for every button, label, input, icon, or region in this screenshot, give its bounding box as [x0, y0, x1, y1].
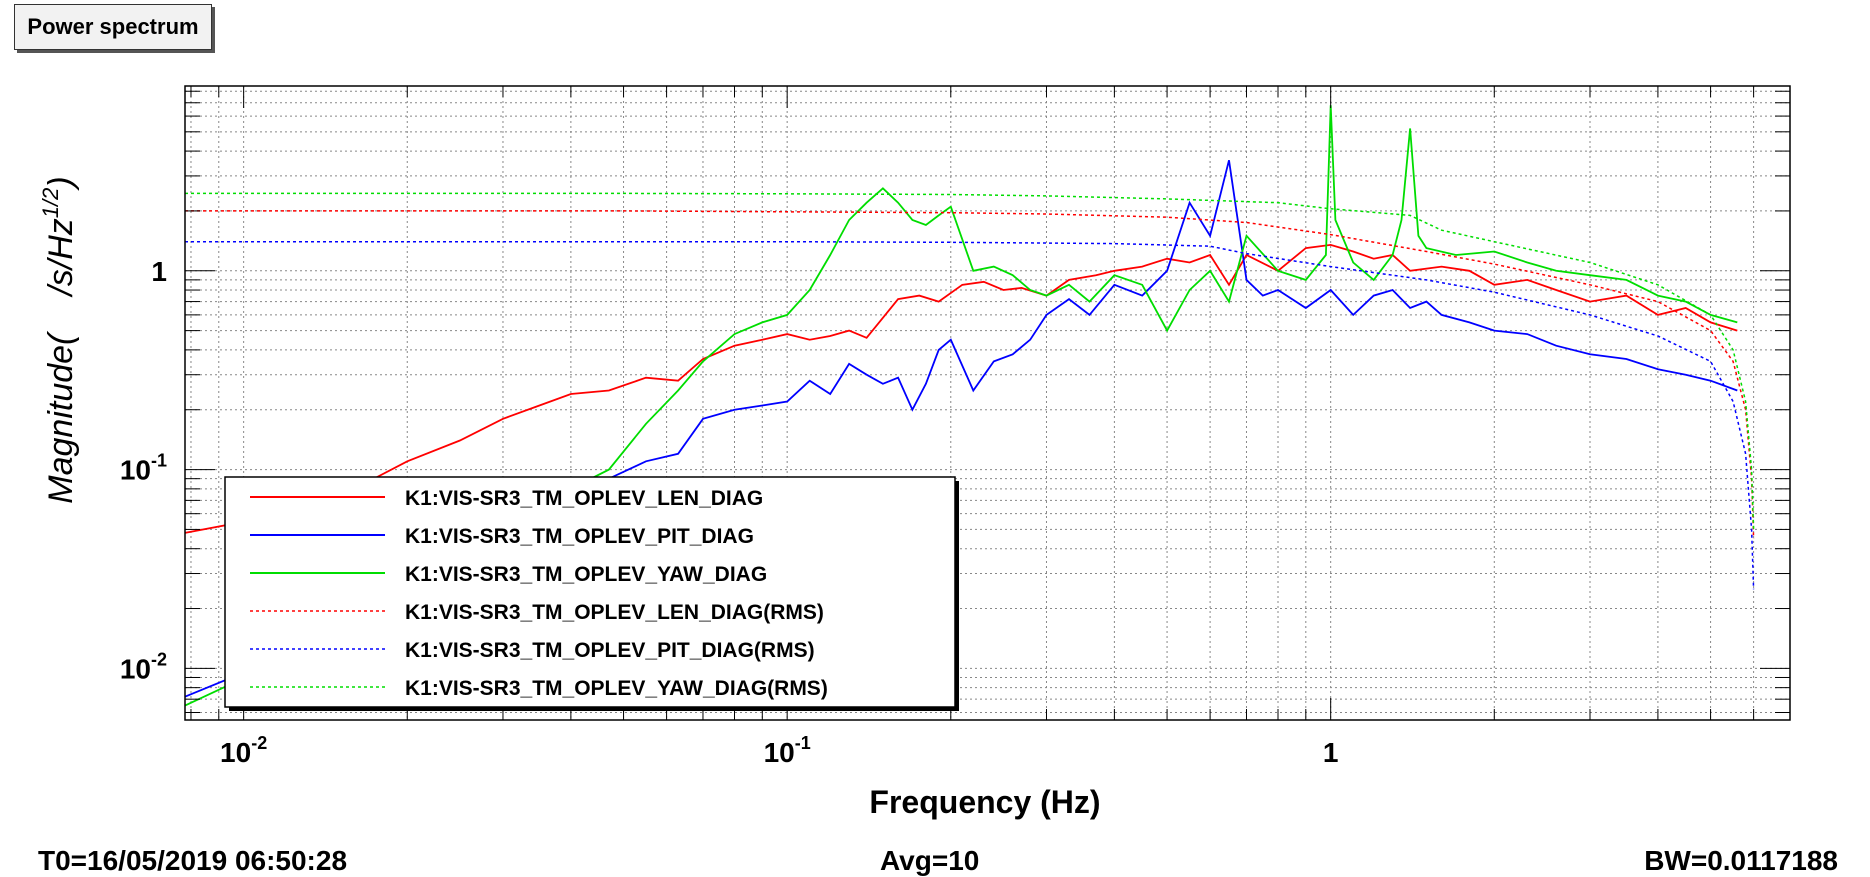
legend-label: K1:VIS-SR3_TM_OPLEV_LEN_DIAG(RMS): [405, 601, 824, 624]
legend-label: K1:VIS-SR3_TM_OPLEV_LEN_DIAG: [405, 487, 763, 510]
series-line: [185, 240, 1755, 590]
legend: K1:VIS-SR3_TM_OPLEV_LEN_DIAG K1:VIS-SR3_T…: [224, 476, 959, 711]
y-tick-label: 10-1: [120, 451, 167, 486]
y-tick-label: 1: [151, 256, 167, 287]
legend-label: K1:VIS-SR3_TM_OPLEV_PIT_DIAG: [405, 525, 754, 548]
series-line: [184, 105, 1738, 707]
x-tick-label: 1: [1323, 737, 1339, 768]
series-line: [184, 159, 1738, 698]
footer-t0: T0=16/05/2019 06:50:28: [38, 845, 348, 876]
series-layer: [184, 105, 1755, 707]
footer-avg: Avg=10: [880, 845, 980, 876]
x-axis-label: Frequency (Hz): [869, 784, 1100, 820]
legend-box: [224, 476, 956, 708]
plot-frame: [184, 85, 1791, 721]
window-title-button[interactable]: Power spectrum: [14, 4, 212, 50]
legend-label: K1:VIS-SR3_TM_OPLEV_PIT_DIAG(RMS): [405, 639, 815, 662]
x-tick-label: 10-2: [220, 733, 267, 768]
series-line: [185, 192, 1755, 530]
y-tick-label: 10-2: [120, 649, 167, 684]
x-tick-label: 10-1: [764, 733, 811, 768]
legend-label: K1:VIS-SR3_TM_OPLEV_YAW_DIAG: [405, 563, 767, 586]
legend-label: K1:VIS-SR3_TM_OPLEV_YAW_DIAG(RMS): [405, 677, 828, 700]
tick-labels: 10-2 10-1 1 10-2 10-1 1: [120, 256, 1339, 768]
series-line: [185, 210, 1755, 539]
footer-bw: BW=0.0117188: [1644, 845, 1838, 876]
y-axis-label: Magnitude(/s/Hz1/2): [38, 176, 80, 503]
